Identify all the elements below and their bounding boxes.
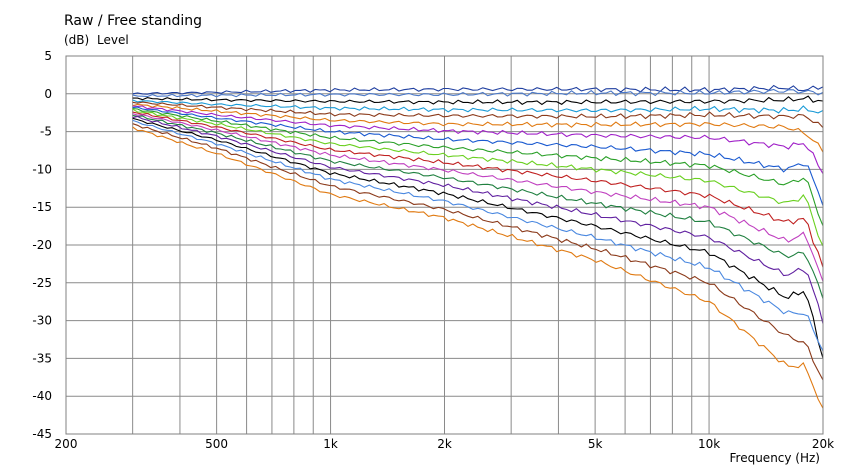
series-line — [132, 126, 824, 409]
y-tick-label: -35 — [32, 351, 52, 365]
y-tick-label: -10 — [32, 162, 52, 176]
series-line — [132, 117, 824, 359]
x-axis-label: Frequency (Hz) — [730, 451, 821, 465]
y-tick-label: 0 — [44, 87, 52, 101]
series-line — [132, 108, 824, 247]
series-line — [132, 99, 824, 114]
series-line — [132, 115, 824, 324]
x-tick-label: 500 — [205, 437, 228, 451]
y-tick-label: -45 — [32, 427, 52, 441]
series-line — [132, 114, 824, 299]
series-line — [132, 88, 824, 98]
chart-title: Raw / Free standing — [64, 13, 202, 29]
series-line — [132, 105, 824, 174]
x-tick-label: 5k — [588, 437, 603, 451]
series-line — [132, 111, 824, 268]
y-tick-label: -15 — [32, 200, 52, 214]
x-tick-label: 20k — [812, 437, 834, 451]
series-line — [132, 123, 824, 381]
series-line — [132, 108, 824, 227]
y-tick-label: -5 — [40, 125, 52, 139]
series-line — [132, 103, 824, 153]
y-tick-label: -30 — [32, 314, 52, 328]
series-line — [132, 95, 824, 106]
series-line — [132, 84, 824, 95]
x-tick-label: 10k — [698, 437, 720, 451]
series-line — [132, 106, 824, 206]
series-line — [132, 113, 824, 282]
series-line — [132, 119, 824, 352]
y-tick-label: -40 — [32, 389, 52, 403]
y-tick-label: 5 — [44, 49, 52, 63]
y-tick-label: -25 — [32, 276, 52, 290]
y-tick-labels: 5 0 -5 -10 -15 -20 -25 -30 -35 -40 -45 — [32, 49, 52, 441]
y-axis-unit: (dB) — [64, 33, 89, 47]
series-line — [132, 101, 824, 128]
y-axis-label: Level — [97, 33, 129, 47]
y-tick-label: -20 — [32, 238, 52, 252]
x-tick-label: 1k — [323, 437, 338, 451]
x-tick-label: 2k — [437, 437, 452, 451]
x-tick-label: 200 — [55, 437, 78, 451]
x-tick-labels: 200 500 1k 2k 5k 10k 20k — [55, 437, 835, 451]
plot-frame — [65, 55, 824, 435]
series-group — [132, 84, 824, 409]
